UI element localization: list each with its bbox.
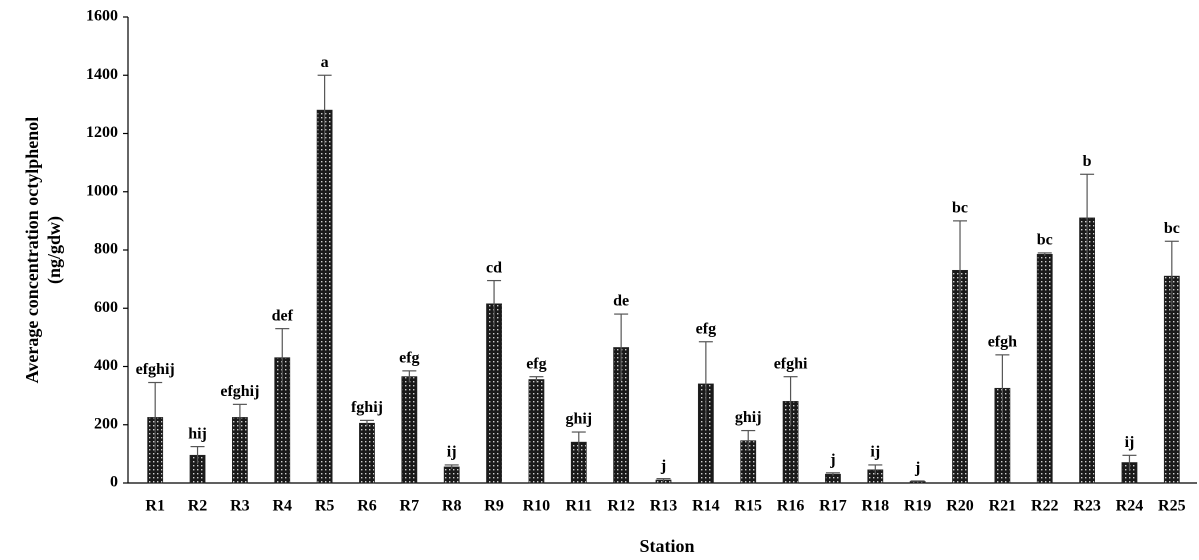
x-tick-label: R18 [862, 498, 890, 515]
annotation: efghij [220, 383, 259, 400]
bar [528, 379, 545, 484]
annotation: efgh [988, 334, 1017, 351]
annotation: ij [870, 444, 880, 461]
x-tick-label: R6 [357, 498, 377, 515]
y-tick-label: 600 [94, 299, 118, 316]
bar [401, 376, 418, 484]
x-tick-label: R19 [904, 498, 932, 515]
annotation: hij [188, 425, 207, 442]
annotation: a [321, 54, 329, 71]
x-tick-label: R24 [1116, 498, 1144, 515]
y-tick-label: 1600 [86, 8, 118, 25]
annotation: ghij [735, 409, 762, 426]
x-tick-label: R2 [188, 498, 208, 515]
x-tick-label: R8 [442, 498, 462, 515]
annotation: efg [526, 355, 546, 372]
x-tick-label: R12 [607, 498, 635, 515]
bar [443, 466, 460, 484]
y-axis-label: Average concentration octylphenol [22, 117, 42, 384]
bar [1036, 253, 1053, 484]
annotation: efg [399, 350, 419, 367]
bar [316, 109, 333, 484]
annotation: j [829, 451, 835, 468]
annotation: b [1083, 153, 1092, 170]
x-tick-label: R10 [523, 498, 551, 515]
bar [486, 303, 502, 484]
y-tick-label: 200 [94, 415, 118, 432]
x-tick-label: R1 [145, 498, 165, 515]
y-tick-label: 1400 [86, 66, 118, 83]
x-tick-label: R13 [650, 498, 678, 515]
y-tick-label: 800 [94, 241, 118, 258]
annotation: ij [1125, 434, 1135, 451]
annotation: j [914, 460, 920, 477]
x-axis-label: Station [639, 536, 694, 556]
annotation: def [272, 307, 294, 324]
x-tick-label: R11 [565, 498, 592, 515]
bar [359, 422, 375, 484]
y-tick-label: 400 [94, 357, 118, 374]
x-tick-label: R20 [946, 498, 974, 515]
x-tick-label: R4 [272, 498, 292, 515]
annotation: bc [1164, 220, 1180, 237]
annotation: cd [486, 259, 502, 276]
x-tick-label: R21 [989, 498, 1017, 515]
annotation: efg [696, 320, 716, 337]
annotation: j [660, 457, 666, 474]
x-tick-label: R23 [1073, 498, 1101, 515]
annotation: bc [952, 200, 968, 217]
x-tick-label: R15 [734, 498, 762, 515]
x-tick-label: R7 [400, 498, 420, 515]
y-tick-label: 0 [110, 474, 118, 491]
x-tick-label: R14 [692, 498, 720, 515]
x-tick-label: R17 [819, 498, 847, 515]
x-tick-label: R3 [230, 498, 250, 515]
x-tick-label: R9 [484, 498, 504, 515]
x-tick-label: R16 [777, 498, 805, 515]
annotation: de [613, 293, 629, 310]
y-axis-label: (ng/gdw) [44, 216, 65, 284]
annotation: bc [1037, 232, 1053, 249]
annotation: efghij [136, 361, 175, 378]
annotation: ij [447, 444, 457, 461]
x-tick-label: R5 [315, 498, 335, 515]
y-tick-label: 1000 [86, 182, 118, 199]
annotation: fghij [351, 399, 383, 416]
x-tick-label: R22 [1031, 498, 1059, 515]
x-tick-label: R25 [1158, 498, 1186, 515]
annotation: efghi [774, 355, 808, 372]
annotation: ghij [565, 411, 592, 428]
y-tick-label: 1200 [86, 124, 118, 141]
